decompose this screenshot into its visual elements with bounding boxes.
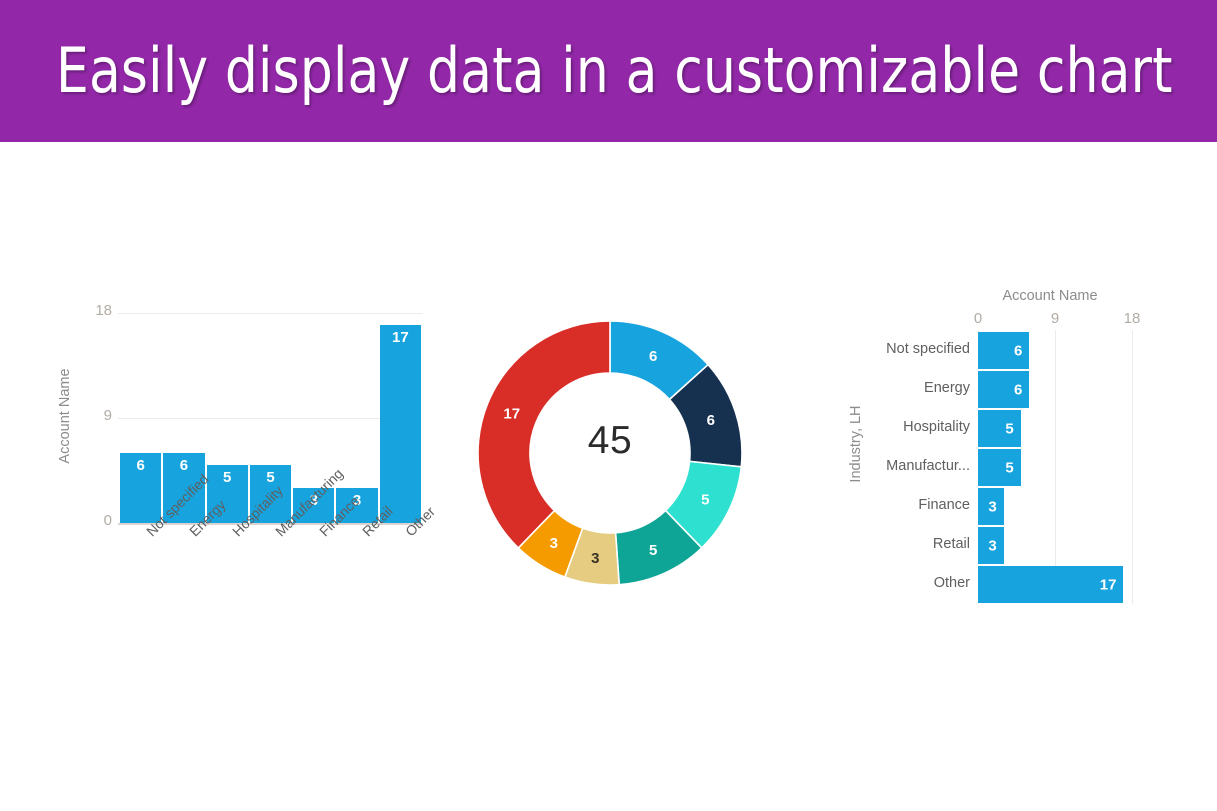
horizontal-bar-chart-x-tick: 18 (1123, 310, 1141, 327)
donut-segment-value: 5 (701, 491, 709, 508)
horizontal-bar-chart-bar[interactable]: 6 (978, 371, 1030, 410)
column-chart-bar-value: 3 (309, 492, 318, 509)
horizontal-bar-chart-y-label: Energy (924, 380, 970, 396)
horizontal-bar-chart-y-label: Finance (918, 497, 970, 513)
horizontal-bar-chart-y-axis-title: Industry, LH (848, 405, 864, 483)
horizontal-bar-chart-bar-value: 5 (1005, 459, 1014, 476)
page-title: Easily display data in a customizable ch… (56, 34, 1173, 107)
horizontal-bar-chart-bar-value: 5 (1005, 420, 1014, 437)
column-chart-bar-value: 17 (392, 328, 409, 346)
column-chart-bar[interactable]: 17 (379, 324, 423, 523)
donut-segment-value: 6 (707, 412, 715, 429)
column-chart-bar-value: 5 (266, 468, 275, 486)
column-chart-axis-line (118, 523, 423, 525)
horizontal-bar-chart-bar-value: 3 (988, 537, 997, 554)
column-chart-bar[interactable]: 5 (206, 464, 250, 523)
column-chart-gridline (118, 418, 423, 419)
horizontal-bar-chart-bar[interactable]: 5 (978, 410, 1021, 449)
horizontal-bar-chart-gridline (1132, 330, 1133, 604)
donut-segment-value: 17 (503, 405, 520, 422)
horizontal-bar-chart-bar[interactable]: 3 (978, 527, 1004, 566)
horizontal-bar-chart-bar-value: 6 (1013, 381, 1023, 398)
donut-chart-svg: 6 6 5 5 3 3 17 (477, 320, 743, 586)
donut-center-total: 45 (587, 419, 633, 462)
column-chart-y-tick: 0 (103, 512, 112, 529)
column-chart-gridline (118, 313, 423, 314)
column-chart-bar[interactable]: 3 (336, 488, 380, 523)
horizontal-bar-chart-bar-value: 17 (1099, 576, 1117, 593)
horizontal-bar-chart-bar[interactable]: 5 (978, 449, 1021, 488)
horizontal-bar-chart-y-label: Not specified (886, 341, 970, 357)
horizontal-bar-chart-bar[interactable]: 3 (978, 488, 1004, 527)
donut-segment-value: 6 (649, 348, 657, 365)
donut-segment[interactable] (477, 320, 611, 550)
column-chart-bar[interactable]: 5 (249, 464, 294, 523)
horizontal-bar-chart-bar[interactable]: 17 (978, 566, 1124, 605)
horizontal-bar-chart-y-label: Other (933, 575, 970, 591)
column-chart-bar[interactable]: 6 (120, 453, 164, 523)
column-chart-bar-value: 5 (223, 468, 232, 486)
horizontal-bar-chart: Account Name Industry, LH 0 9 18 Not speci… (836, 288, 1156, 618)
column-chart-bar-value: 6 (136, 457, 145, 474)
donut-segment-value: 3 (591, 550, 599, 567)
column-chart-y-axis-title: Account Name (57, 368, 73, 464)
donut-segment-value: 3 (550, 535, 558, 552)
column-chart: Account Name 0 9 18 6 6 5 5 3 3 17 Not specified… (40, 290, 438, 620)
column-chart-bar[interactable]: 3 (293, 488, 337, 523)
column-chart-bar[interactable]: 6 (163, 453, 207, 523)
horizontal-bar-chart-x-tick: 9 (1050, 310, 1060, 327)
column-chart-bar-value: 3 (352, 492, 362, 509)
horizontal-bar-chart-x-tick: 0 (973, 310, 983, 327)
horizontal-bar-chart-gridline (1055, 330, 1056, 604)
donut-chart: 6 6 5 5 3 3 17 45 (445, 288, 775, 618)
horizontal-bar-chart-title: Account Name (1002, 288, 1098, 304)
horizontal-bar-chart-y-label: Manufactur... (886, 458, 970, 474)
header-banner: Easily display data in a customizable ch… (0, 0, 1217, 142)
horizontal-bar-chart-bar[interactable]: 6 (978, 332, 1030, 371)
column-chart-bar-value: 6 (179, 457, 189, 474)
horizontal-bar-chart-y-label: Hospitality (903, 419, 970, 435)
horizontal-bar-chart-y-label: Retail (932, 536, 970, 552)
column-chart-y-tick: 18 (95, 302, 112, 319)
horizontal-bar-chart-bar-value: 6 (1013, 342, 1023, 359)
column-chart-y-tick: 9 (103, 407, 112, 424)
donut-segment-value: 5 (649, 542, 657, 559)
horizontal-bar-chart-bar-value: 3 (988, 498, 997, 515)
